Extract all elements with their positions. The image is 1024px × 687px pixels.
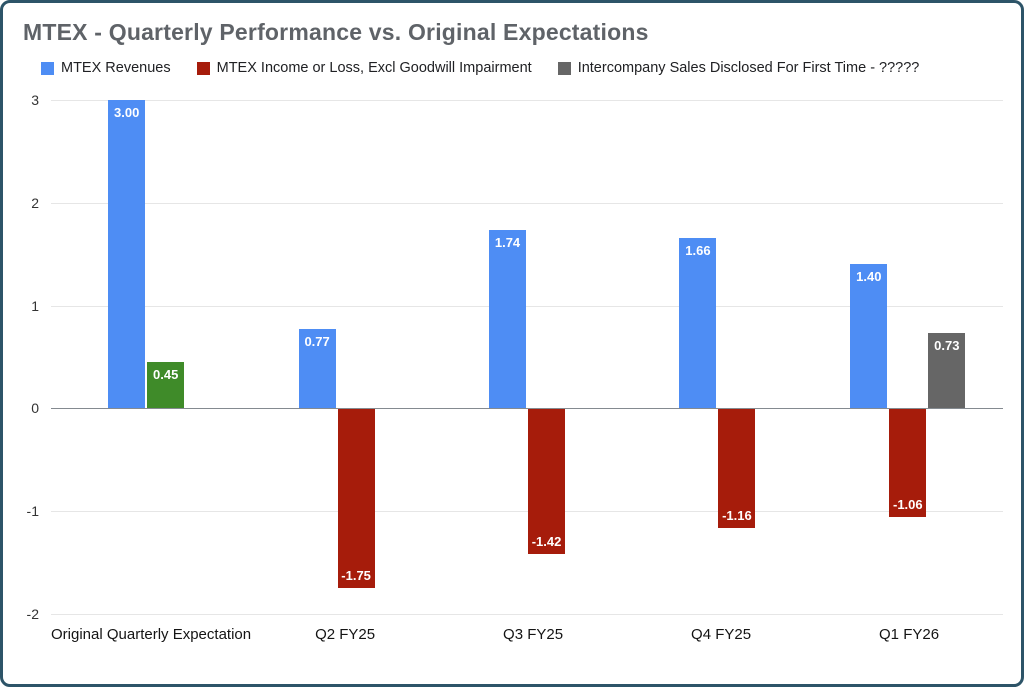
bar-value-label: 0.45 xyxy=(153,367,179,383)
y-axis: 3 2 1 0 -1 -2 xyxy=(17,93,51,621)
legend-swatch-icon xyxy=(557,61,571,75)
legend-item: Intercompany Sales Disclosed For First T… xyxy=(557,60,920,76)
x-axis: Original Quarterly Expectation Q2 FY25 Q3 … xyxy=(51,626,1003,643)
x-category-label: Q2 FY25 xyxy=(315,626,376,643)
legend-label: MTEX Income or Loss, Excl Goodwill Impai… xyxy=(216,60,532,76)
bar: -1.75 xyxy=(337,408,375,589)
y-tick-label: -1 xyxy=(26,503,39,520)
legend-label: Intercompany Sales Disclosed For First T… xyxy=(577,60,920,76)
x-category-label: Q1 FY26 xyxy=(879,626,940,643)
legend-swatch-icon xyxy=(41,61,54,75)
legend-item: MTEX Revenues xyxy=(41,60,171,76)
plot-area: 3.00 0.45 0.77 -1.75 1.74 -1.42 1.66 -1.16 1.40 -… xyxy=(51,100,1003,615)
bar-value-label: 1.74 xyxy=(494,234,521,250)
bar: 3.00 xyxy=(108,100,146,409)
bar-value-label: -1.16 xyxy=(722,507,752,523)
bar: 0.45 xyxy=(147,362,185,409)
gridline xyxy=(51,511,1003,513)
bar-group: 1.66 -1.16 xyxy=(622,100,812,614)
bar-value-label: -1.06 xyxy=(893,497,923,513)
bar-value-label: -1.42 xyxy=(531,534,562,550)
chart-area: 3 2 1 0 -1 -2 3.00 0.45 0.77 -1.75 1.74 -1.42 1.66 -… xyxy=(17,93,1009,621)
gridline xyxy=(51,202,1003,204)
y-tick-label: 2 xyxy=(31,194,39,211)
y-tick-label: 0 xyxy=(31,400,39,417)
bar: 1.74 xyxy=(489,229,527,409)
y-tick-label: -2 xyxy=(26,606,39,622)
y-tick-label: 3 xyxy=(31,92,39,108)
x-category-label: Q4 FY25 xyxy=(691,626,752,643)
bar-value-label: 3.00 xyxy=(114,105,140,120)
bar-value-label: -1.75 xyxy=(341,568,371,584)
bar: 1.40 xyxy=(850,264,888,409)
bar: -1.06 xyxy=(889,408,927,518)
y-tick-label: 1 xyxy=(31,297,39,314)
bar: -1.16 xyxy=(718,408,756,528)
zero-axis-line xyxy=(51,408,1003,410)
legend-item: MTEX Income or Loss, Excl Goodwill Impai… xyxy=(196,60,532,76)
bar-group: 1.40 -1.06 0.73 xyxy=(813,100,1003,614)
legend-swatch-icon xyxy=(196,61,210,75)
bar: 1.66 xyxy=(679,237,717,409)
bar: 0.73 xyxy=(928,333,966,409)
bar-group: 0.77 -1.75 xyxy=(241,100,431,614)
legend-label: MTEX Revenues xyxy=(61,60,171,76)
bar: 0.77 xyxy=(298,329,336,409)
bar-value-label: 1.40 xyxy=(856,269,882,285)
gridline xyxy=(51,100,1003,101)
x-category-label: Original Quarterly Expectation xyxy=(51,626,252,643)
gridline xyxy=(51,614,1003,615)
x-category-label: Q3 FY25 xyxy=(503,626,564,643)
bar-value-label: 0.73 xyxy=(934,338,960,354)
bar-value-label: 1.66 xyxy=(685,242,711,258)
bar-group: 3.00 0.45 xyxy=(51,100,241,614)
chart-title: MTEX - Quarterly Performance vs. Origina… xyxy=(23,19,649,45)
gridline xyxy=(51,305,1003,307)
bar-value-label: 0.77 xyxy=(304,334,330,350)
bar: -1.42 xyxy=(528,408,566,555)
bar-group: 1.74 -1.42 xyxy=(432,100,622,614)
legend: MTEX Revenues MTEX Income or Loss, Excl G… xyxy=(41,60,1009,76)
